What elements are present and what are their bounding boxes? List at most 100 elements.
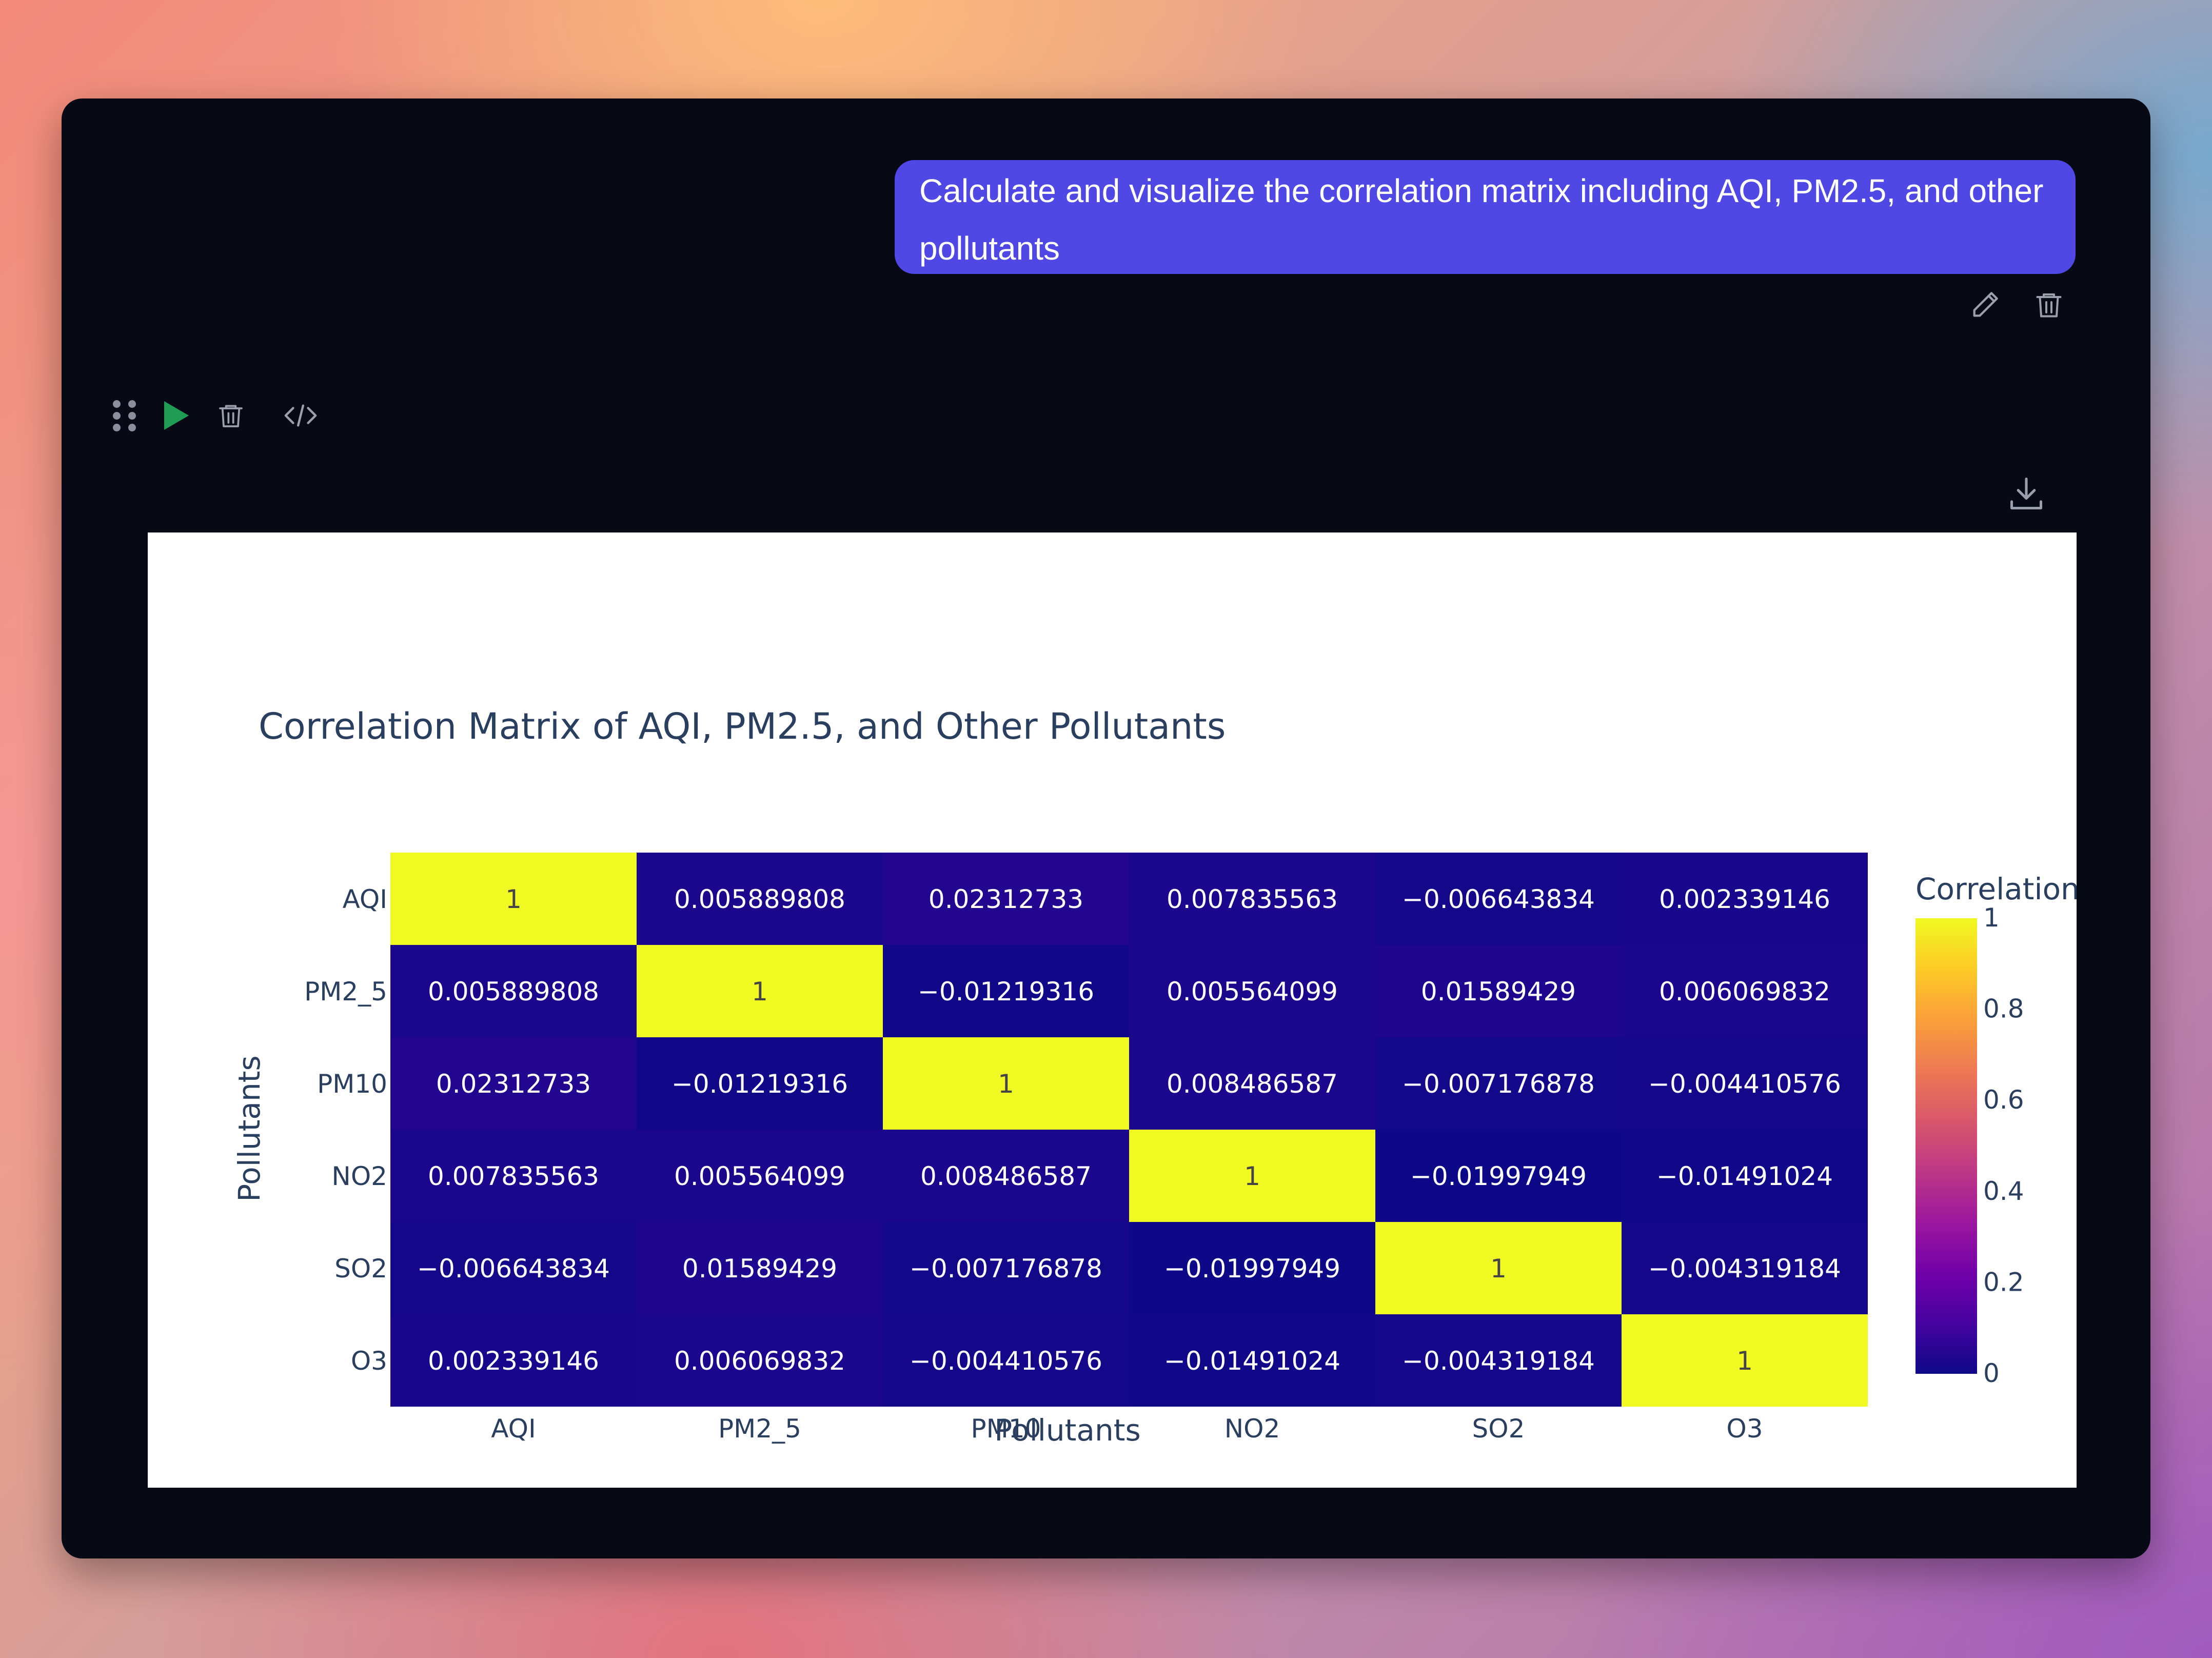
- cell-toolbar: [111, 395, 318, 436]
- y-axis-title: Pollutants: [232, 1055, 267, 1201]
- drag-handle-icon[interactable]: [111, 395, 140, 436]
- app-window: Calculate and visualize the correlation …: [62, 98, 2150, 1558]
- heatmap-chart[interactable]: Correlation Matrix of AQI, PM2.5, and Ot…: [148, 532, 2077, 1488]
- heatmap-cell[interactable]: [883, 1222, 1129, 1314]
- heatmap-cell[interactable]: [883, 945, 1129, 1037]
- heatmap-cell[interactable]: [1129, 945, 1375, 1037]
- y-tick-label: O3: [351, 1346, 387, 1376]
- heatmap-cell[interactable]: [1622, 945, 1868, 1037]
- cell-value-label: −0.01491024: [1164, 1346, 1340, 1376]
- cell-value-label: −0.007176878: [1402, 1069, 1595, 1099]
- x-tick-label: PM10: [971, 1414, 1041, 1444]
- cell-value-label: −0.007176878: [910, 1254, 1102, 1284]
- colorbar-tick-label: 0.8: [1983, 994, 2024, 1024]
- colorbar-ticks: 1 0.8 0.6 0.4 0.2 0: [1983, 903, 2024, 1388]
- colorbar-tick-label: 1: [1983, 903, 2000, 933]
- cell-value-label: 0.005889808: [428, 977, 599, 1006]
- code-icon[interactable]: [283, 398, 318, 433]
- trash-icon[interactable]: [2031, 287, 2066, 322]
- cell-value-label: 1: [505, 884, 522, 914]
- heatmap-cell[interactable]: [637, 1037, 883, 1130]
- heatmap-cell[interactable]: [637, 1314, 883, 1407]
- cell-value-label: 1: [998, 1069, 1014, 1099]
- cell-value-label: −0.006643834: [417, 1254, 610, 1284]
- cell-value-label: −0.01219316: [918, 977, 1094, 1006]
- cell-value-label: 0.005889808: [674, 884, 845, 914]
- x-axis-title: Pollutants: [994, 1413, 1140, 1448]
- heatmap-cell[interactable]: [1129, 1130, 1375, 1222]
- x-tick-label: SO2: [1472, 1414, 1525, 1444]
- heatmap-cell[interactable]: [883, 1314, 1129, 1407]
- pencil-icon[interactable]: [1968, 287, 2003, 322]
- colorbar-tick-label: 0.6: [1983, 1085, 2024, 1115]
- heatmap-cell[interactable]: [1375, 1314, 1622, 1407]
- cell-value-label: 0.01589429: [682, 1254, 837, 1284]
- cell-value-label: 0.002339146: [428, 1346, 599, 1376]
- heatmap-cell[interactable]: [1622, 1130, 1868, 1222]
- y-tick-label: PM2_5: [304, 977, 387, 1006]
- heatmap-cell[interactable]: [390, 1222, 637, 1314]
- cell-value-label: −0.004319184: [1648, 1254, 1841, 1284]
- cell-value-label: 0.007835563: [1167, 884, 1338, 914]
- x-tick-label: AQI: [491, 1414, 536, 1444]
- chart-title: Correlation Matrix of AQI, PM2.5, and Ot…: [259, 705, 1226, 747]
- user-message-text: Calculate and visualize the correlation …: [919, 172, 2044, 267]
- trash-icon[interactable]: [213, 398, 248, 433]
- colorbar-title: Correlation: [1915, 872, 2077, 906]
- cell-value-label: 0.006069832: [1659, 977, 1830, 1006]
- heatmap-cell[interactable]: [1129, 1314, 1375, 1407]
- heatmap-cell[interactable]: [1375, 1130, 1622, 1222]
- colorbar-tick-label: 0: [1983, 1358, 2000, 1388]
- heatmap-cell[interactable]: [1375, 945, 1622, 1037]
- colorbar-tick-label: 0.2: [1983, 1267, 2024, 1297]
- heatmap-cell[interactable]: [1375, 853, 1622, 945]
- y-tick-label: NO2: [331, 1161, 387, 1191]
- cell-value-label: 0.007835563: [428, 1161, 599, 1191]
- heatmap-cell[interactable]: [390, 1314, 637, 1407]
- heatmap-cell[interactable]: [1129, 853, 1375, 945]
- cell-value-label: −0.01997949: [1410, 1161, 1587, 1191]
- y-tick-label: SO2: [334, 1254, 387, 1284]
- heatmap-cell[interactable]: [1622, 1314, 1868, 1407]
- colorbar: [1915, 918, 1977, 1374]
- x-tick-label: PM2_5: [718, 1414, 801, 1444]
- cell-value-label: −0.01997949: [1164, 1254, 1340, 1284]
- x-tick-label: NO2: [1224, 1414, 1280, 1444]
- cell-value-label: 0.005564099: [1167, 977, 1338, 1006]
- cell-value-label: 1: [1736, 1346, 1753, 1376]
- colorbar-tick-label: 0.4: [1983, 1176, 2024, 1206]
- heatmap-cell[interactable]: [637, 853, 883, 945]
- heatmap-cell[interactable]: [390, 945, 637, 1037]
- cell-value-label: 0.005564099: [674, 1161, 845, 1191]
- heatmap-cell[interactable]: [637, 1222, 883, 1314]
- heatmap-cell[interactable]: [390, 1037, 637, 1130]
- message-actions: [1968, 287, 2066, 322]
- cell-value-label: 0.02312733: [929, 884, 1083, 914]
- heatmap-cell[interactable]: [1622, 853, 1868, 945]
- cell-value-label: 0.008486587: [1167, 1069, 1338, 1099]
- x-axis-ticks: AQI PM2_5 PM10 NO2 SO2 O3: [491, 1414, 1763, 1444]
- heatmap-cell[interactable]: [1375, 1222, 1622, 1314]
- heatmap-cell[interactable]: [883, 1130, 1129, 1222]
- heatmap-cell[interactable]: [1129, 1037, 1375, 1130]
- heatmap-cell[interactable]: [1375, 1037, 1622, 1130]
- cell-value-label: 0.006069832: [674, 1346, 845, 1376]
- heatmap-cell[interactable]: [637, 1130, 883, 1222]
- heatmap-cell[interactable]: [390, 853, 637, 945]
- chart-panel: Correlation Matrix of AQI, PM2.5, and Ot…: [148, 532, 2077, 1488]
- cell-value-label: 1: [1490, 1254, 1507, 1284]
- heatmap-cell[interactable]: [1129, 1222, 1375, 1314]
- download-icon[interactable]: [2001, 468, 2052, 519]
- cell-value-label: −0.01219316: [672, 1069, 848, 1099]
- cell-value-label: 0.01589429: [1421, 977, 1576, 1006]
- cell-value-label: 0.002339146: [1659, 884, 1830, 914]
- cell-value-label: −0.01491024: [1656, 1161, 1833, 1191]
- heatmap-cell[interactable]: [390, 1130, 637, 1222]
- heatmap-cell[interactable]: [637, 945, 883, 1037]
- heatmap-cell[interactable]: [883, 853, 1129, 945]
- heatmap-cell[interactable]: [883, 1037, 1129, 1130]
- play-icon[interactable]: [159, 398, 194, 433]
- cell-value-label: −0.004410576: [1648, 1069, 1841, 1099]
- heatmap-cell[interactable]: [1622, 1037, 1868, 1130]
- heatmap-cell[interactable]: [1622, 1222, 1868, 1314]
